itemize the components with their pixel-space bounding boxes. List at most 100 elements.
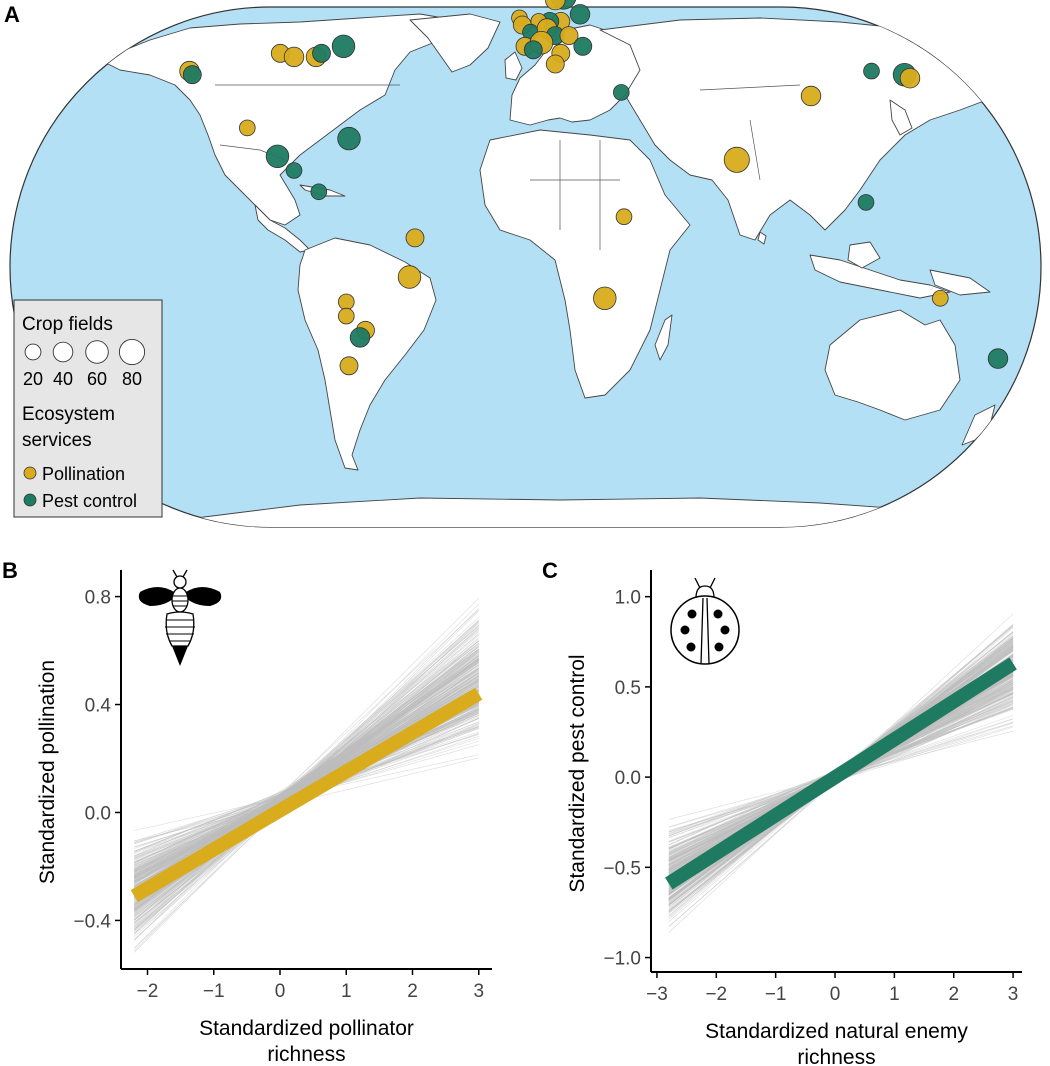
y-tick-label: 0.8 (85, 588, 111, 609)
africa (479, 129, 691, 399)
site-marker (331, 34, 356, 59)
legend-service-title-2: services (22, 430, 92, 451)
y-tick-label: 0.0 (85, 803, 111, 824)
new-guinea (929, 269, 991, 296)
y-tick-label: 0.4 (85, 696, 112, 717)
sites-layer (179, 0, 1009, 376)
x-tick-label: −2 (705, 984, 727, 1005)
bee-icon (138, 569, 222, 666)
legend-size-circle (118, 338, 146, 366)
panel-a-label: A (4, 2, 20, 27)
site-marker (615, 208, 633, 226)
panel-b-label: B (2, 558, 18, 583)
site-marker (349, 327, 371, 348)
site-marker (523, 40, 543, 60)
chart-b: −2 −1 0 1 2 3 −0.4 0.0 0.4 0.8 Standardized polli… (36, 570, 492, 1066)
legend-pollination-label: Pollination (42, 464, 125, 484)
x-tick-label: 2 (948, 984, 959, 1005)
site-marker (239, 119, 256, 137)
x-tick-label: −2 (137, 981, 159, 1002)
site-marker (573, 36, 593, 56)
map-legend: Crop fields 20 40 60 80 Ecosystem services … (13, 299, 163, 518)
site-marker (863, 62, 880, 80)
site-marker (931, 289, 949, 307)
legend-size-circle (52, 341, 74, 363)
x-tick-label: −3 (646, 984, 668, 1005)
chart-b-xlabel-line1: Standardized pollinator (199, 1017, 414, 1040)
y-tick-label: 1.0 (615, 588, 641, 609)
ladybug-icon (670, 577, 740, 665)
posterior-line (134, 675, 479, 889)
site-marker (593, 286, 617, 311)
site-marker (285, 162, 303, 179)
site-marker (310, 183, 328, 201)
site-marker (182, 65, 202, 85)
y-tick-label: 0.0 (615, 768, 641, 789)
chart-b-axes: −2 −1 0 1 2 3 −0.4 0.0 0.4 0.8 (73, 570, 492, 1002)
legend-size-label: 40 (53, 369, 73, 389)
site-marker (545, 0, 566, 11)
x-tick-label: 0 (275, 981, 286, 1002)
x-tick-label: 3 (473, 981, 484, 1002)
site-marker (545, 54, 565, 74)
legend-size-label: 60 (87, 369, 107, 389)
site-marker (337, 126, 361, 151)
site-marker (283, 46, 305, 68)
site-marker (612, 84, 630, 101)
y-tick-label: 0.5 (615, 678, 641, 699)
legend-size-circle (24, 343, 42, 361)
x-tick-label: 2 (407, 981, 418, 1002)
y-tick-label: −1.0 (603, 949, 641, 970)
x-tick-label: 1 (341, 981, 352, 1002)
uk (504, 51, 523, 81)
chart-c: −3 −2 −1 0 1 2 3 −1.0 −0.5 0.0 0.5 1.0 Standardized… (566, 570, 1022, 1066)
site-marker (405, 228, 425, 248)
site-marker (800, 85, 822, 107)
posterior-line (133, 597, 480, 942)
world-map (9, 0, 1042, 528)
chart-c-axes: −3 −2 −1 0 1 2 3 −1.0 −0.5 0.0 0.5 1.0 (603, 570, 1022, 1005)
chart-c-ylabel: Standardized pest control (566, 654, 589, 892)
greenland (409, 13, 501, 73)
chart-b-fit-line (130, 687, 483, 903)
site-marker (987, 348, 1009, 369)
chart-b-ylabel: Standardized pollination (36, 660, 59, 884)
site-marker (339, 356, 359, 376)
x-tick-label: −1 (765, 984, 787, 1005)
site-marker (569, 4, 591, 25)
posterior-line (134, 726, 479, 844)
madagascar (654, 314, 673, 361)
legend-size-label: 20 (23, 369, 43, 389)
x-tick-label: 0 (830, 984, 841, 1005)
x-tick-label: 1 (889, 984, 900, 1005)
y-tick-label: −0.5 (603, 858, 641, 879)
legend-pest-control-label: Pest control (42, 491, 137, 511)
legend-size-label: 80 (122, 369, 142, 389)
japan (889, 99, 913, 136)
australia (824, 309, 961, 421)
chart-b-posterior-lines (133, 597, 480, 953)
site-marker (337, 293, 355, 311)
site-marker (337, 307, 355, 325)
legend-size-circle (85, 340, 109, 364)
site-marker (899, 67, 921, 89)
legend-pest-control-swatch (23, 493, 37, 507)
site-marker (397, 265, 422, 289)
site-marker (312, 43, 331, 63)
x-tick-label: 3 (1008, 984, 1019, 1005)
chart-c-xlabel-line1: Standardized natural enemy (705, 1020, 968, 1043)
legend-pollination-swatch (23, 466, 37, 480)
chart-b-xlabel-line2: richness (267, 1043, 345, 1066)
site-marker (265, 144, 290, 169)
site-marker (559, 26, 579, 45)
x-tick-label: −1 (203, 981, 225, 1002)
legend-service-title-1: Ecosystem (22, 404, 115, 425)
legend-size-title: Crop fields (22, 314, 113, 335)
y-tick-label: −0.4 (73, 911, 111, 932)
antarctica (179, 497, 1001, 527)
site-marker (857, 194, 875, 211)
site-marker (723, 146, 750, 173)
sri-lanka (757, 231, 767, 245)
posterior-line (134, 633, 479, 932)
